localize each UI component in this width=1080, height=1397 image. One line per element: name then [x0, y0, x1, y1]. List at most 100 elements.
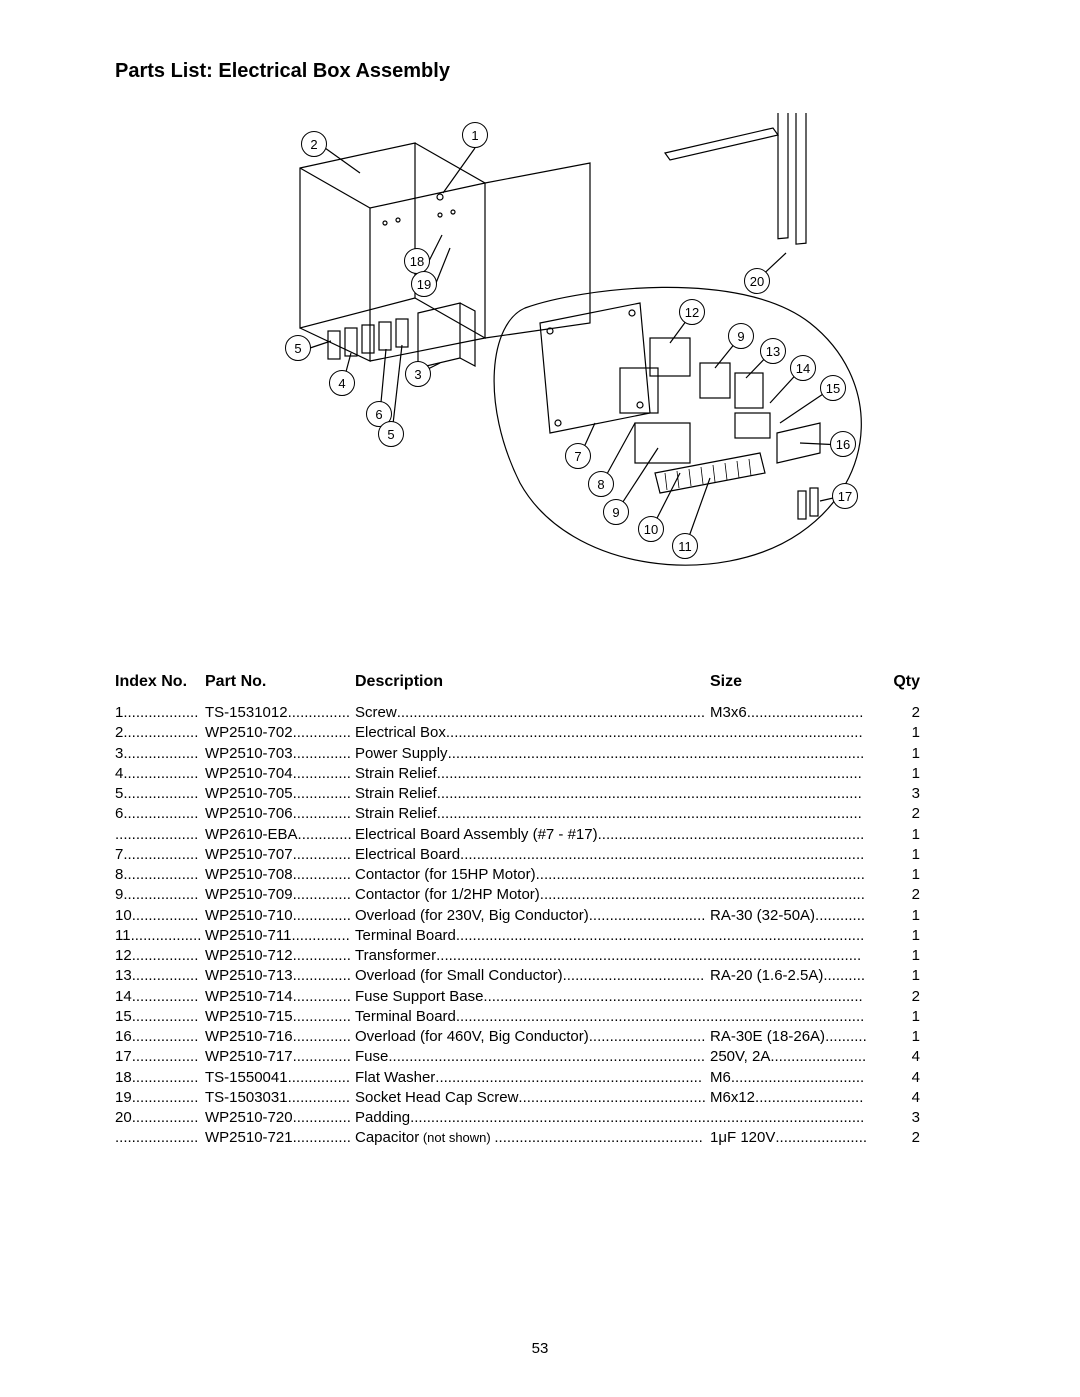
table-row: 15................WP2510-715............…: [115, 1007, 965, 1027]
table-row: 13................WP2510-713............…: [115, 966, 965, 986]
table-row: 1..................TS-1531012...........…: [115, 703, 965, 723]
cell-index: 17................: [115, 1047, 205, 1067]
exploded-diagram: 121819546532012913141516177891011: [180, 113, 900, 613]
diagram-container: 121819546532012913141516177891011: [115, 113, 965, 613]
table-row: 17................WP2510-717............…: [115, 1047, 965, 1067]
cell-size: M3x6............................: [710, 703, 870, 723]
table-row: 11.................WP2510-711...........…: [115, 926, 965, 946]
table-body: 1..................TS-1531012...........…: [115, 703, 965, 1149]
cell-part: TS-1550041...............: [205, 1068, 355, 1088]
cell-desc: Contactor (for 1/2HP Motor).............…: [355, 885, 870, 905]
callout-12: 12: [679, 299, 705, 325]
cell-index: 1..................: [115, 703, 205, 723]
cell-qty: 3: [870, 784, 920, 804]
cell-desc: Electrical Board Assembly (#7 - #17)....…: [355, 825, 870, 845]
cell-part: WP2510-711..............: [205, 926, 355, 946]
cell-qty: 1: [870, 865, 920, 885]
cell-desc: Strain Relief...........................…: [355, 804, 870, 824]
cell-part: WP2510-703..............: [205, 744, 355, 764]
cell-index: 10................: [115, 906, 205, 926]
header-size: Size: [710, 673, 870, 691]
callout-4: 4: [329, 370, 355, 396]
cell-index: 8..................: [115, 865, 205, 885]
callout-11: 11: [672, 533, 698, 559]
cell-part: WP2510-720..............: [205, 1108, 355, 1128]
cell-index: 9..................: [115, 885, 205, 905]
cell-part: WP2510-705..............: [205, 784, 355, 804]
cell-part: WP2510-713..............: [205, 966, 355, 986]
cell-size: 250V, 2A.......................: [710, 1047, 870, 1067]
cell-qty: 1: [870, 723, 920, 743]
cell-desc: Transformer.............................…: [355, 946, 870, 966]
cell-desc: Overload (for 230V, Big Conductor)......…: [355, 906, 710, 926]
cell-qty: 1: [870, 845, 920, 865]
callout-14: 14: [790, 355, 816, 381]
cell-desc: Capacitor (not shown) ..................…: [355, 1128, 710, 1148]
table-row: 18................TS-1550041............…: [115, 1068, 965, 1088]
cell-size: 1μF 120V......................: [710, 1128, 870, 1148]
table-row: 6..................WP2510-706...........…: [115, 804, 965, 824]
cell-qty: 4: [870, 1047, 920, 1067]
cell-size: RA-30 (32-50A)............: [710, 906, 870, 926]
cell-index: ....................: [115, 825, 205, 845]
cell-part: WP2510-721..............: [205, 1128, 355, 1148]
cell-index: 4..................: [115, 764, 205, 784]
table-row: 16................WP2510-716............…: [115, 1027, 965, 1047]
table-row: ....................WP2610-EBA..........…: [115, 825, 965, 845]
cell-desc: Power Supply............................…: [355, 744, 870, 764]
cell-index: 18................: [115, 1068, 205, 1088]
table-row: 12................WP2510-712............…: [115, 946, 965, 966]
cell-qty: 4: [870, 1068, 920, 1088]
cell-qty: 4: [870, 1088, 920, 1108]
cell-index: 2..................: [115, 723, 205, 743]
cell-index: 3..................: [115, 744, 205, 764]
table-row: 10................WP2510-710............…: [115, 906, 965, 926]
callout-2: 2: [301, 131, 327, 157]
table-row: 20................WP2510-720............…: [115, 1108, 965, 1128]
cell-qty: 2: [870, 1128, 920, 1148]
cell-size: RA-20 (1.6-2.5A)..........: [710, 966, 870, 986]
table-row: 19................TS-1503031............…: [115, 1088, 965, 1108]
cell-size: M6................................: [710, 1068, 870, 1088]
cell-desc: Padding.................................…: [355, 1108, 870, 1128]
callout-15: 15: [820, 375, 846, 401]
cell-qty: 1: [870, 926, 920, 946]
cell-desc: Terminal Board..........................…: [355, 1007, 870, 1027]
callout-7: 7: [565, 443, 591, 469]
cell-qty: 2: [870, 987, 920, 1007]
table-row: 9..................WP2510-709...........…: [115, 885, 965, 905]
callout-5: 5: [285, 335, 311, 361]
callout-8: 8: [588, 471, 614, 497]
cell-desc: Electrical Box..........................…: [355, 723, 870, 743]
table-row: 14................WP2510-714............…: [115, 987, 965, 1007]
cell-part: WP2510-706..............: [205, 804, 355, 824]
cell-desc: Strain Relief...........................…: [355, 764, 870, 784]
callout-5: 5: [378, 421, 404, 447]
callout-10: 10: [638, 516, 664, 542]
header-part: Part No.: [205, 673, 355, 691]
cell-part: WP2510-708..............: [205, 865, 355, 885]
cell-desc: Screw...................................…: [355, 703, 710, 723]
cell-desc: Electrical Board........................…: [355, 845, 870, 865]
table-row: 7..................WP2510-707...........…: [115, 845, 965, 865]
table-row: 5..................WP2510-705...........…: [115, 784, 965, 804]
callout-9: 9: [728, 323, 754, 349]
header-index: Index No.: [115, 673, 205, 691]
cell-qty: 2: [870, 885, 920, 905]
cell-index: 20................: [115, 1108, 205, 1128]
cell-index: 13................: [115, 966, 205, 986]
callout-18: 18: [404, 248, 430, 274]
cell-index: 6..................: [115, 804, 205, 824]
header-qty: Qty: [870, 673, 920, 691]
cell-desc: Fuse Support Base.......................…: [355, 987, 870, 1007]
table-row: 3..................WP2510-703...........…: [115, 744, 965, 764]
callout-3: 3: [405, 361, 431, 387]
cell-qty: 2: [870, 804, 920, 824]
cell-part: WP2510-709..............: [205, 885, 355, 905]
cell-qty: 1: [870, 966, 920, 986]
cell-part: WP2510-716..............: [205, 1027, 355, 1047]
callout-19: 19: [411, 271, 437, 297]
cell-index: 5..................: [115, 784, 205, 804]
cell-qty: 1: [870, 825, 920, 845]
page-number: 53: [0, 1340, 1080, 1357]
